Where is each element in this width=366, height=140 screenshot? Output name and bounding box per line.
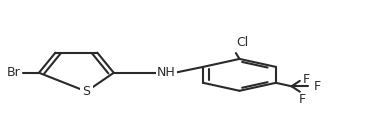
- Text: Cl: Cl: [236, 36, 248, 49]
- Text: F: F: [299, 94, 306, 107]
- Text: Br: Br: [7, 66, 21, 79]
- Text: F: F: [303, 73, 310, 86]
- Text: S: S: [82, 85, 90, 98]
- Text: NH: NH: [157, 66, 176, 79]
- Text: F: F: [314, 80, 321, 93]
